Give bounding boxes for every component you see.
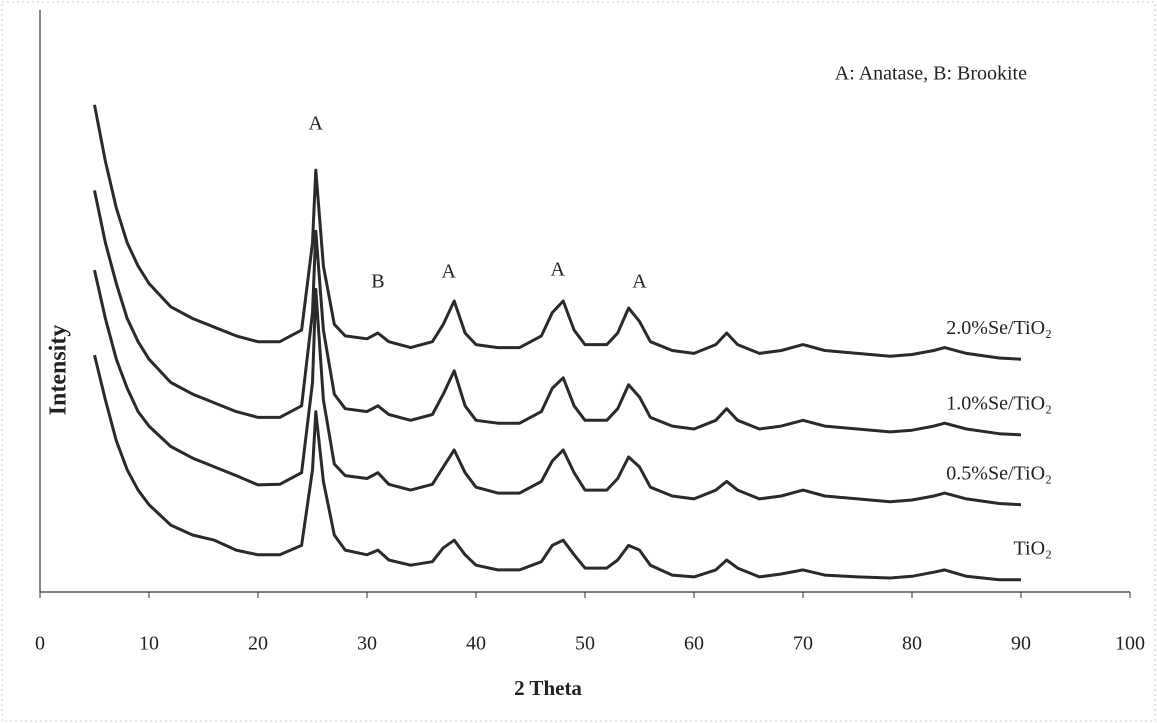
legend-note: A: Anatase, B: Brookite <box>835 63 1027 85</box>
x-tick-label: 90 <box>1011 633 1031 655</box>
peak-label: A <box>632 271 647 293</box>
series-line <box>93 190 1022 437</box>
series-label: 1.0%Se/TiO₂ <box>946 392 1052 414</box>
x-tick-label: 100 <box>1115 633 1145 655</box>
x-axis-title: 2 Theta <box>514 676 582 700</box>
peak-label: A <box>309 113 324 135</box>
series-label: TiO₂ <box>1014 537 1053 559</box>
y-axis-title: Intensity <box>46 325 72 416</box>
x-tick-label: 30 <box>357 633 377 655</box>
x-tick-label: 0 <box>35 633 45 655</box>
series-line <box>93 269 1022 507</box>
series-line <box>93 104 1022 361</box>
x-tick-label: 80 <box>902 633 922 655</box>
peak-label: A <box>551 259 566 281</box>
series-line <box>93 354 1021 582</box>
peak-label: A <box>442 261 457 283</box>
series-label: 2.0%Se/TiO₂ <box>946 317 1052 339</box>
x-tick-label: 20 <box>248 633 268 655</box>
x-tick-label: 60 <box>684 633 704 655</box>
series-label: 0.5%Se/TiO₂ <box>946 462 1052 484</box>
x-tick-label: 40 <box>466 633 486 655</box>
peak-label: B <box>371 271 384 293</box>
x-tick-label: 50 <box>575 633 595 655</box>
x-tick-label: 10 <box>139 633 159 655</box>
x-tick-label: 70 <box>793 633 813 655</box>
